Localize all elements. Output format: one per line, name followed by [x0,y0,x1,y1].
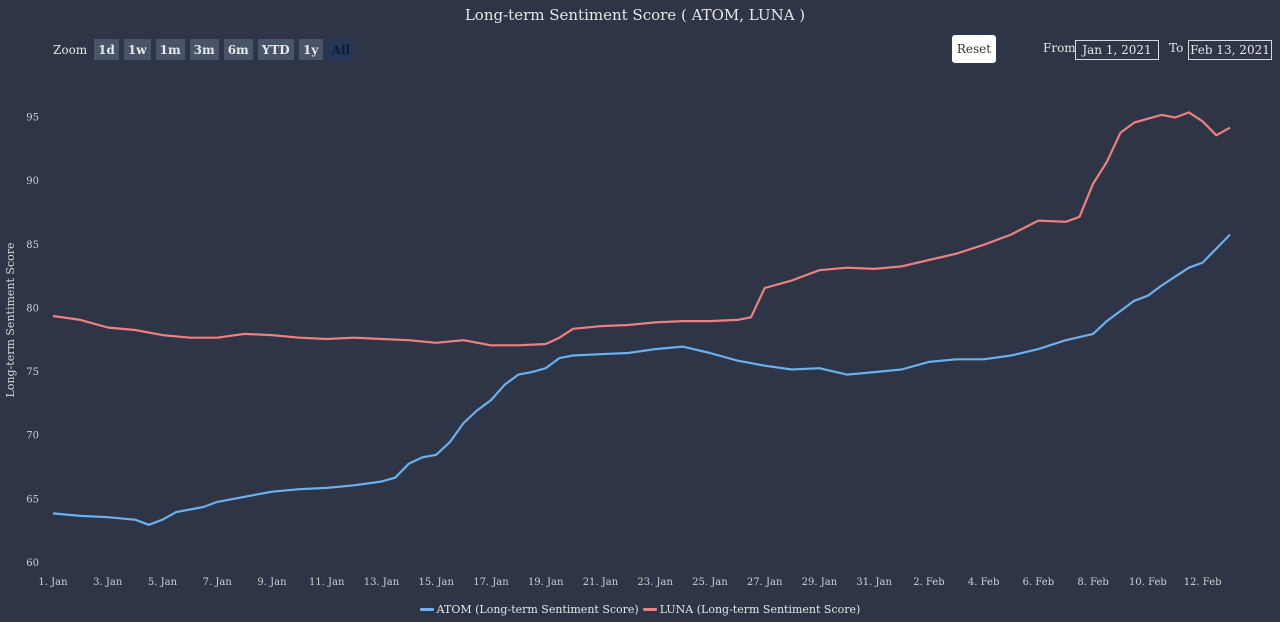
x-tick-label: 8. Feb [1077,577,1108,588]
x-tick-label: 10. Feb [1129,577,1167,588]
x-tick-label: 31. Jan [856,577,892,588]
zoom-1d-button[interactable]: 1d [94,39,119,60]
zoom-toolbar: Zoom 1d 1w 1m 3m 6m YTD 1y All [53,39,355,60]
zoom-6m-button[interactable]: 6m [223,39,253,60]
y-tick-label: 95 [26,112,39,123]
x-tick-label: 5. Jan [148,577,178,588]
legend-swatch-atom [419,608,434,611]
zoom-all-button[interactable]: All [327,39,355,60]
x-tick-label: 15. Jan [418,577,454,588]
x-tick-label: 9. Jan [257,577,287,588]
x-tick-label: 12. Feb [1184,577,1222,588]
y-tick-label: 90 [26,176,39,187]
y-tick-label: 60 [26,558,39,569]
range-from-label: From [1043,41,1076,55]
series-line-atom[interactable] [52,233,1231,526]
y-tick-label: 65 [26,494,39,505]
range-from-input[interactable]: Jan 1, 2021 [1075,40,1159,60]
y-tick-label: 80 [26,303,39,314]
x-tick-label: 4. Feb [968,577,999,588]
reset-zoom-button[interactable]: Reset [952,35,996,63]
chart-plot-area: 60 65 70 75 80 85 90 95 1. Jan 3. Jan 5. Jan 7. Ja… [4,111,1231,588]
range-to-input[interactable]: Feb 13, 2021 [1188,40,1272,60]
x-tick-label: 6. Feb [1023,577,1054,588]
series-line-luna[interactable] [52,111,1231,347]
x-tick-label: 19. Jan [528,577,564,588]
x-tick-label: 21. Jan [583,577,619,588]
y-tick-label: 70 [26,431,39,442]
x-tick-label: 23. Jan [637,577,673,588]
range-to-label: To [1169,41,1184,55]
x-tick-label: 25. Jan [692,577,728,588]
x-tick-label: 17. Jan [473,577,509,588]
chart-title: Long-term Sentiment Score ( ATOM, LUNA ) [464,6,806,24]
legend-item-luna[interactable]: LUNA (Long-term Sentiment Score) [642,603,861,616]
legend-label-luna: LUNA (Long-term Sentiment Score) [659,603,861,616]
zoom-ytd-button[interactable]: YTD [257,39,294,60]
x-tick-label: 27. Jan [747,577,783,588]
x-tick-label: 11. Jan [309,577,345,588]
y-axis-label: Long-term Sentiment Score [4,243,17,398]
x-tick-label: 7. Jan [203,577,233,588]
y-tick-label: 75 [26,367,39,378]
y-tick-label: 85 [26,240,39,251]
zoom-1w-button[interactable]: 1w [123,39,151,60]
x-tick-label: 29. Jan [802,577,838,588]
x-tick-label: 2. Feb [913,577,944,588]
zoom-label: Zoom [53,42,88,57]
legend-label-atom: ATOM (Long-term Sentiment Score) [436,603,639,616]
legend-swatch-luna [642,608,657,611]
zoom-3m-button[interactable]: 3m [189,39,219,60]
x-tick-label: 13. Jan [364,577,400,588]
x-tick-label: 1. Jan [38,577,68,588]
zoom-1y-button[interactable]: 1y [298,39,323,60]
legend-item-atom[interactable]: ATOM (Long-term Sentiment Score) [419,603,639,616]
zoom-1m-button[interactable]: 1m [155,39,185,60]
x-tick-label: 3. Jan [93,577,123,588]
legend: ATOM (Long-term Sentiment Score) LUNA (L… [0,603,1280,616]
